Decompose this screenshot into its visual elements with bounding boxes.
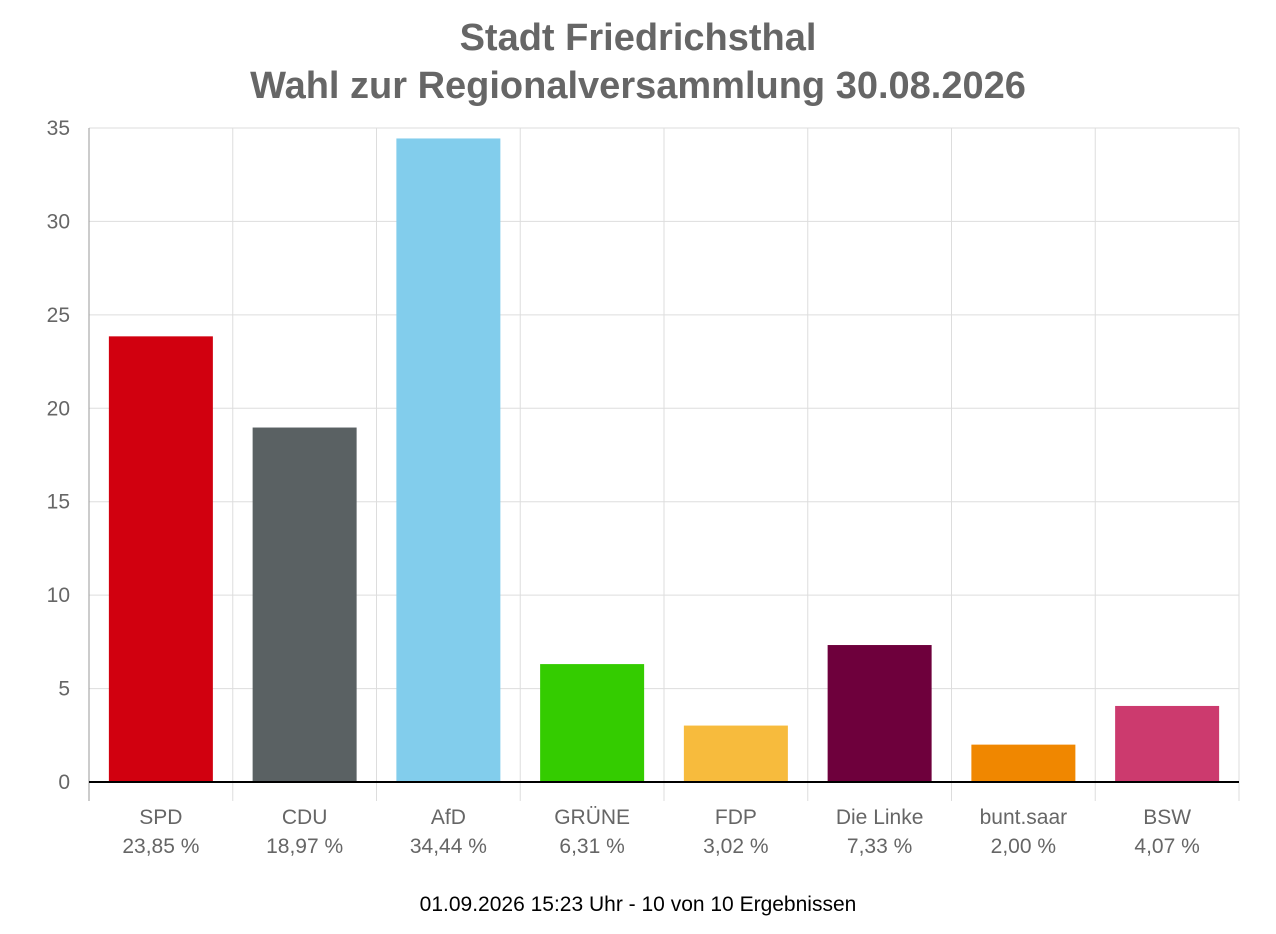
bar-bunt-saar [971,744,1076,782]
grid-layer [88,127,1240,801]
y-tick-label: 25 [47,304,70,327]
label-layer: 0 5 10 15 20 25 30 35 SPD 23,85 % CDU 18,97 % AfD 34,… [47,117,1200,858]
x-value-label: 18,97 % [266,835,343,858]
chart-subtitle: Wahl zur Regionalversammlung 30.08.2026 [250,65,1026,107]
bar-spd [108,336,213,782]
x-category-label: SPD [139,806,182,829]
bar-fdp [683,725,788,782]
x-category-label: CDU [282,806,328,829]
y-tick-label: 20 [47,397,70,420]
y-tick-label: 5 [58,678,70,701]
y-tick-label: 10 [47,584,70,607]
y-tick-label: 0 [58,771,70,794]
x-category-label: Die Linke [836,806,924,829]
x-category-label: AfD [431,806,466,829]
y-tick-label: 35 [47,117,70,140]
y-tick-label: 15 [47,491,70,514]
chart-title-block: Stadt Friedrichsthal Wahl zur Regionalve… [0,14,1276,110]
bar-bsw [1115,705,1220,782]
bar-layer [108,138,1220,783]
x-category-label: BSW [1143,806,1191,829]
bar-cdu [252,427,357,782]
results-footer: 01.09.2026 15:23 Uhr - 10 von 10 Ergebni… [419,893,857,916]
chart-title: Stadt Friedrichsthal [459,17,817,59]
x-category-label: FDP [715,806,757,829]
x-category-label: GRÜNE [554,806,630,829]
bar-gr-ne [540,664,645,782]
x-category-label: bunt.saar [980,806,1068,829]
x-value-label: 34,44 % [410,835,487,858]
x-value-label: 2,00 % [991,835,1056,858]
x-value-label: 3,02 % [703,835,768,858]
y-tick-label: 30 [47,210,70,233]
x-value-label: 4,07 % [1134,835,1199,858]
x-value-label: 7,33 % [847,835,912,858]
x-value-label: 23,85 % [122,835,199,858]
bar-die-linke [827,645,932,782]
x-value-label: 6,31 % [559,835,624,858]
bar-afd [396,138,501,783]
